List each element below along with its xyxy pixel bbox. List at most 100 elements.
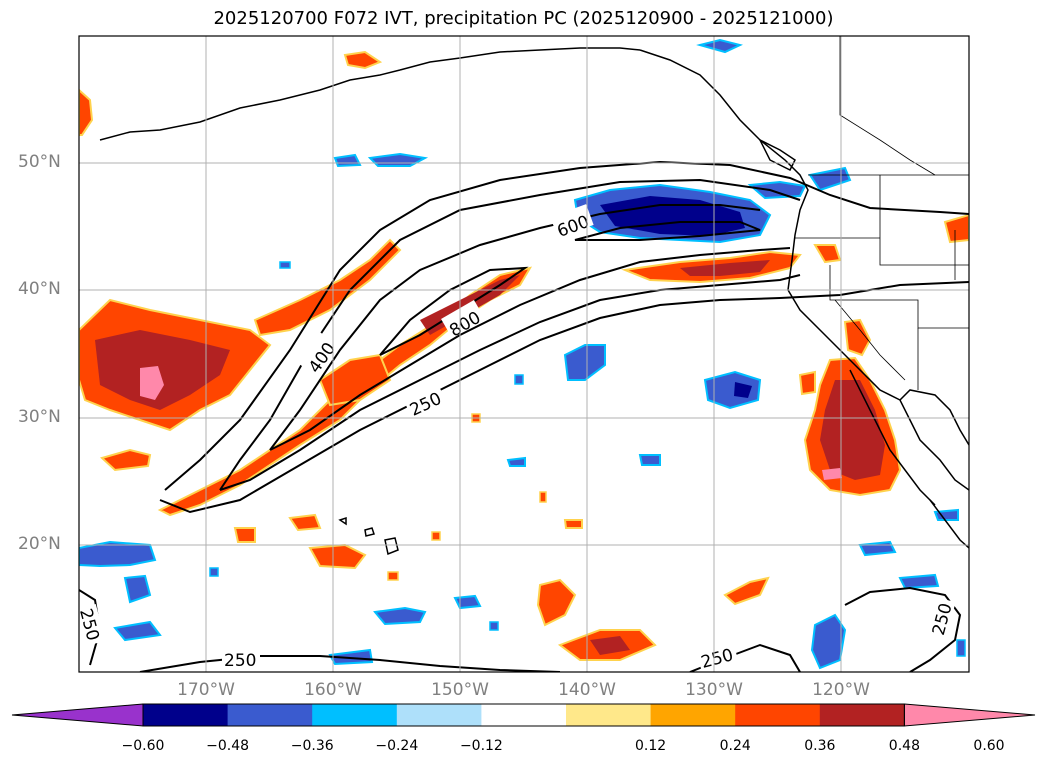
- state-border-line: [879, 175, 969, 266]
- ivt-contour-600: [269, 247, 791, 451]
- north-america-coast: [639, 49, 969, 491]
- precip-positive-blob: [288, 513, 322, 532]
- alaska-coast: [399, 47, 641, 71]
- colorbar-segment: [396, 704, 482, 726]
- precip-negative-blob: [506, 456, 526, 467]
- colorbar-tick-label: −0.36: [290, 738, 334, 754]
- gridlines: [79, 36, 969, 672]
- colorbar-tick-label: −0.60: [121, 738, 165, 754]
- state-border-line: [829, 265, 969, 329]
- lon-label-140w: 140°W: [558, 680, 616, 700]
- colorbar-segment: [143, 704, 229, 726]
- precip-positive-blob: [253, 238, 402, 337]
- mexico-coast: [929, 499, 969, 549]
- precip-positive-blob: [723, 576, 770, 606]
- lon-label-160w: 160°W: [304, 680, 362, 700]
- lon-label-120w: 120°W: [812, 680, 870, 700]
- colorbar-extend-max: [903, 703, 1036, 727]
- precip-negative-blob: [123, 574, 152, 604]
- precip-negative-blob: [333, 153, 362, 168]
- contour-label-250: 250: [75, 607, 103, 644]
- precip-pink-core: [822, 468, 842, 480]
- baja-coast: [849, 369, 936, 506]
- precip-negative-blob: [933, 508, 959, 521]
- precip-negative-core: [734, 382, 752, 398]
- precip-positive-blob: [813, 244, 842, 264]
- precip-positive-blob: [943, 213, 969, 244]
- precip-positive-core: [820, 380, 885, 480]
- precip-negative-blob: [209, 567, 219, 577]
- precip-positive-blob: [798, 370, 816, 396]
- precip-negative-blob: [489, 621, 499, 631]
- colorbar-segment: [650, 704, 736, 726]
- precip-positive-blob: [563, 519, 583, 529]
- colorbar-tick-label: 0.36: [804, 738, 836, 754]
- colorbar-segment: [312, 704, 398, 726]
- colorbar-segment: [566, 704, 652, 726]
- ivt-contour-400: [219, 274, 801, 491]
- colorbar-segment: [227, 704, 313, 726]
- precip-negative-blob: [810, 613, 847, 670]
- precip-positive-blob: [233, 527, 256, 543]
- colorbar: [11, 703, 1036, 727]
- coastlines: [99, 47, 969, 556]
- colorbar-tick-label: 0.60: [973, 738, 1005, 754]
- canada-border: [839, 36, 936, 176]
- lon-label-170w: 170°W: [177, 680, 235, 700]
- ivt-contour-600: [269, 204, 761, 451]
- precip-negative-blob: [703, 370, 762, 410]
- colorbar-border: [142, 703, 905, 727]
- precip-positive-blob: [539, 491, 547, 503]
- precip-negative-blob: [808, 166, 852, 192]
- hawaii-islands: [338, 516, 399, 556]
- lat-label-20n: 20°N: [18, 534, 61, 554]
- colorbar-tick-label: 0.12: [635, 738, 667, 754]
- map-frame: [78, 35, 970, 673]
- ivt-contour-250: [164, 160, 969, 491]
- colorbar-segment: [481, 704, 567, 726]
- contour-label-250: 250: [224, 651, 256, 671]
- ivt-contour-800: [574, 221, 761, 241]
- lat-label-30n: 30°N: [18, 407, 61, 427]
- precip-negative-areas: [79, 38, 966, 670]
- colorbar-extend-min: [11, 703, 144, 727]
- colorbar-tick-label: 0.24: [719, 738, 751, 754]
- precip-positive-core: [680, 260, 770, 276]
- precip-negative-blob: [747, 180, 807, 200]
- precip-positive-blob: [431, 531, 441, 541]
- state-border-line: [834, 299, 906, 381]
- precip-negative-blob: [858, 540, 897, 557]
- ivt-contour-250: [139, 655, 561, 672]
- precip-positive-blob: [387, 571, 399, 581]
- precip-positive-blob: [318, 353, 392, 407]
- precip-negative-blob: [113, 620, 162, 642]
- vancouver-island: [758, 138, 796, 172]
- precip-negative-blob: [279, 261, 291, 269]
- lat-label-40n: 40°N: [18, 279, 61, 299]
- precip-negative-blob: [638, 454, 661, 466]
- precip-positive-core: [95, 330, 230, 410]
- precip-negative-blob: [79, 540, 157, 568]
- precip-positive-blob: [100, 448, 152, 472]
- precip-positive-core: [590, 636, 630, 655]
- lon-label-130w: 130°W: [685, 680, 743, 700]
- ivt-contour-800: [379, 266, 529, 356]
- gulf-coast: [899, 389, 969, 446]
- precip-positive-blob: [843, 318, 872, 357]
- state-borders: [795, 36, 969, 390]
- precip-pink-core: [140, 366, 164, 400]
- precip-negative-blob: [898, 573, 940, 590]
- colorbar-segment: [819, 704, 905, 726]
- precip-negative-blob: [956, 639, 966, 657]
- colorbar-segment: [735, 704, 821, 726]
- colorbar-tick-label: 0.48: [888, 738, 920, 754]
- figure-title: 2025120700 F072 IVT, precipitation PC (2…: [213, 8, 834, 29]
- precip-positive-blob: [79, 88, 94, 136]
- lat-label-50n: 50°N: [18, 152, 61, 172]
- alaska-coast: [99, 69, 401, 141]
- precip-positive-blob: [536, 578, 577, 627]
- colorbar-tick-label: −0.48: [206, 738, 250, 754]
- precip-negative-blob: [514, 374, 524, 385]
- colorbar-tick-label: −0.24: [375, 738, 419, 754]
